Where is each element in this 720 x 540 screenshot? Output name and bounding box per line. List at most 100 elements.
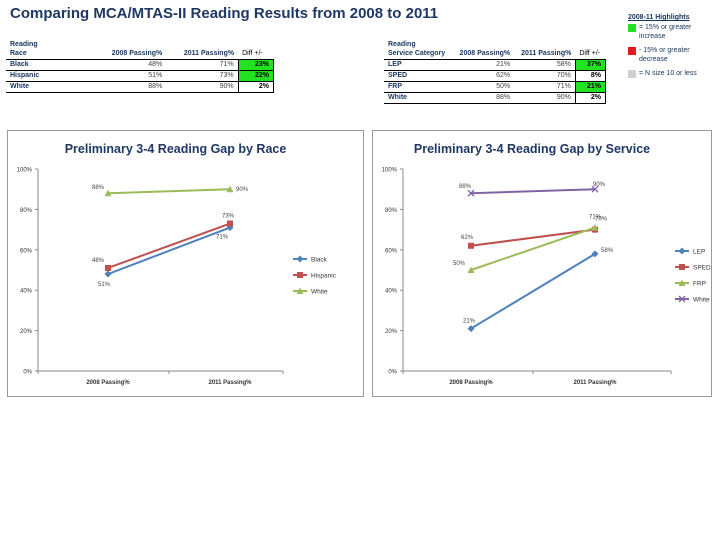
- table-header-label: Race: [10, 50, 27, 57]
- table-header-label: Service Category: [388, 50, 446, 57]
- data-point: [467, 325, 475, 333]
- data-label: 21%: [463, 319, 476, 325]
- y-tick-label: 20%: [385, 329, 398, 335]
- data-label: 71%: [216, 235, 229, 241]
- row-label: LEP: [384, 59, 453, 71]
- data-label: 48%: [92, 258, 105, 264]
- cell-2011: 90%: [514, 92, 576, 104]
- data-point: [104, 270, 112, 278]
- highlight-key-small-n: = N size 10 or less: [628, 69, 712, 78]
- data-point: [591, 224, 599, 231]
- cell-2008: 48%: [94, 59, 167, 71]
- highlight-key-increase: = 15% or greater increase: [628, 23, 712, 41]
- series-hispanic: 48% 73%: [92, 214, 235, 271]
- highlight-key-text: - 15% or greater decrease: [639, 47, 690, 63]
- race-results-table: Reading Race 2008 Passing% 2011 Passing%…: [6, 40, 275, 93]
- cell-2008: 88%: [452, 92, 515, 104]
- data-label: 51%: [98, 282, 111, 288]
- cell-2008: 50%: [452, 81, 515, 93]
- series-line: [470, 226, 596, 271]
- legend-label: Black: [311, 257, 328, 264]
- column-header-diff: Diff +/-: [242, 50, 263, 57]
- row-label: SPED: [384, 70, 453, 82]
- cell-2008: 62%: [452, 70, 515, 82]
- service-chart-frame: Preliminary 3-4 Reading Gap by Service 0%…: [372, 130, 712, 397]
- green-swatch: [628, 24, 636, 32]
- cell-2011: 70%: [514, 70, 576, 82]
- row-label: Hispanic: [6, 70, 94, 82]
- column-header-diff: Diff +/-: [579, 50, 601, 57]
- cell-2008: 21%: [452, 59, 515, 71]
- y-tick-label: 0%: [23, 370, 32, 376]
- cell-diff: 2%: [237, 81, 275, 93]
- data-label: 90%: [593, 182, 606, 188]
- y-tick-label: 40%: [385, 289, 398, 295]
- data-label: 88%: [459, 184, 472, 190]
- legend-label: FRP: [693, 281, 706, 288]
- highlights-legend-title: 2008-11 Highlights: [628, 14, 690, 21]
- data-label: 88%: [92, 185, 105, 191]
- legend-marker: [296, 287, 304, 294]
- table-header-row: Service Category 2008 Passing% 2011 Pass…: [384, 49, 606, 60]
- series-frp: 50% 71%: [453, 215, 602, 273]
- cell-2011: 90%: [166, 81, 239, 93]
- data-point: [105, 264, 111, 271]
- series-sped: 62% 70%: [461, 217, 608, 249]
- table-row: LEP 21% 58% 37%: [384, 59, 607, 71]
- row-label: FRP: [384, 81, 453, 93]
- cell-2011: 58%: [514, 59, 576, 71]
- gray-swatch: [628, 70, 636, 78]
- x-tick-label: 2008 Passing%: [449, 380, 493, 386]
- column-header-2011: 2011 Passing%: [521, 50, 572, 57]
- table-row: SPED 62% 70% 8%: [384, 70, 607, 82]
- table-header-top: Reading: [388, 41, 416, 48]
- cell-diff: 21%: [574, 81, 607, 93]
- y-tick-label: 40%: [20, 289, 33, 295]
- table-row: Hispanic 51% 73% 22%: [6, 70, 275, 82]
- legend-label: SPED: [693, 265, 711, 272]
- y-tick-label: 80%: [20, 208, 33, 214]
- legend-marker: [678, 247, 686, 255]
- highlight-key-decrease: - 15% or greater decrease: [628, 46, 712, 64]
- legend-label: Hispanic: [311, 273, 337, 280]
- race-line-chart: Preliminary 3-4 Reading Gap by Race 0% 20%…: [17, 142, 337, 386]
- legend-marker: [297, 272, 303, 278]
- legend-marker: [679, 264, 685, 270]
- row-label: White: [384, 92, 453, 104]
- data-point: [226, 185, 234, 193]
- cell-2008: 88%: [94, 81, 167, 93]
- series-line: [470, 228, 596, 247]
- table-row: FRP 50% 71% 21%: [384, 81, 607, 93]
- column-header-2011: 2011 Passing%: [183, 50, 235, 57]
- legend-label: LEP: [693, 249, 705, 256]
- y-tick-label: 100%: [382, 168, 398, 174]
- y-tick-label: 100%: [17, 168, 33, 174]
- data-label: 71%: [589, 215, 602, 221]
- data-label: 50%: [453, 261, 466, 267]
- data-point: [104, 189, 112, 197]
- legend-marker: [296, 255, 304, 263]
- legend-marker: [678, 295, 686, 303]
- data-label: 90%: [236, 187, 249, 193]
- row-label: White: [6, 81, 94, 93]
- series-lep: 21% 58%: [463, 248, 614, 333]
- cell-diff: 2%: [574, 92, 607, 104]
- service-line-chart: Preliminary 3-4 Reading Gap by Service 0%…: [382, 142, 711, 386]
- data-label: 70%: [595, 217, 608, 223]
- data-point: [227, 220, 233, 227]
- series-line: [470, 188, 596, 195]
- data-point: [591, 185, 599, 193]
- x-tick-label: 2011 Passing%: [573, 380, 617, 386]
- service-results-table: Reading Service Category 2008 Passing% 2…: [384, 40, 607, 104]
- data-label: 58%: [601, 248, 614, 254]
- highlight-key-text: = N size 10 or less: [639, 70, 697, 77]
- table-row: Black 48% 71% 23%: [6, 59, 275, 71]
- series-black: 51% 71%: [98, 224, 234, 288]
- cell-diff: 22%: [237, 70, 275, 82]
- cell-diff: 8%: [574, 70, 607, 82]
- data-point: [467, 266, 475, 273]
- table-header-row: Reading: [384, 40, 606, 49]
- data-point: [468, 242, 474, 249]
- table-header-row: Race 2008 Passing% 2011 Passing% Diff +/…: [6, 49, 274, 60]
- table-header-row: Reading: [6, 40, 274, 49]
